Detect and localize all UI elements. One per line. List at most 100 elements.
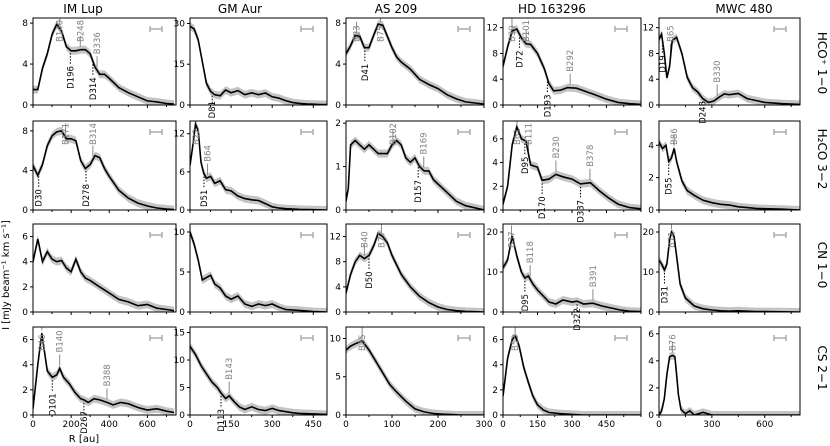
y-tick-label: 4 <box>492 75 498 85</box>
x-tick-label: 200 <box>429 420 446 430</box>
uncertainty-band <box>346 136 484 210</box>
annotation-label: D95 <box>521 157 531 174</box>
panel-frame <box>32 326 177 416</box>
uncertainty-band <box>190 22 327 105</box>
annotation-label: D248 <box>699 101 709 124</box>
annotation-label: D170 <box>538 196 548 219</box>
y-tick-label: 0 <box>492 308 498 318</box>
uncertainty-band <box>33 20 175 105</box>
panel: B40 D50 B77 0 4 8 12 <box>330 223 485 318</box>
uncertainty-band <box>346 20 484 105</box>
annotation-label: B378 <box>586 145 596 167</box>
y-tick-label: 2 <box>492 386 498 396</box>
x-tick-label: 300 <box>264 420 281 430</box>
plot-area <box>659 224 800 312</box>
y-tick-label: 15 <box>174 329 185 339</box>
y-tick-label: 0 <box>22 308 28 318</box>
annotation-label: B46 <box>38 334 48 351</box>
annotation-label: B143 <box>225 358 235 380</box>
annotation-label: B230 <box>552 136 562 158</box>
y-tick-label: 8 <box>335 258 341 268</box>
y-tick-label: 5 <box>179 384 185 394</box>
plot-area <box>190 228 327 312</box>
panel: 0 5 10 <box>174 223 328 318</box>
uncertainty-band <box>346 336 484 415</box>
y-tick-label: 20 <box>643 228 655 238</box>
annotation-label: B75 <box>377 25 387 42</box>
panel: D31 B71 0 10 20 <box>643 223 801 318</box>
annotation-label: B102 <box>389 123 399 145</box>
y-tick-label: 4 <box>22 361 28 371</box>
profile-line <box>659 229 800 312</box>
profile-line <box>33 130 175 210</box>
column-title: AS 209 <box>375 2 418 16</box>
uncertainty-band <box>503 25 641 105</box>
annotation-label: B169 <box>420 132 430 154</box>
y-tick-label: 0 <box>648 101 654 111</box>
y-tick-label: 12 <box>330 233 341 243</box>
annotation-label: B23 <box>353 25 363 42</box>
x-tick-label: 150 <box>223 420 240 430</box>
plot-area <box>33 235 175 312</box>
y-tick-label: 0 <box>179 206 185 216</box>
panel-frame <box>345 17 485 106</box>
uncertainty-band <box>190 121 327 210</box>
uncertainty-band <box>659 351 800 415</box>
plot-area <box>346 224 484 312</box>
annotation-label: D72 <box>516 50 526 67</box>
panel-frame <box>32 17 177 106</box>
annotation-label: D31 <box>661 286 671 303</box>
panel: B46 D101 B140 D267 B388 0 2 4 6 0 200 400 600 <box>22 326 177 434</box>
annotation-label: D196 <box>66 66 76 89</box>
plot-area <box>659 341 800 415</box>
y-tick-label: 0 <box>179 411 185 421</box>
profile-line <box>190 345 327 415</box>
annotation-label: B111 <box>525 123 535 145</box>
y-tick-label: 2 <box>22 386 28 396</box>
uncertainty-band <box>659 138 800 210</box>
y-tick-label: 0 <box>335 411 341 421</box>
y-tick-label: 0 <box>335 308 341 318</box>
annotation-label: D267 <box>80 411 90 434</box>
annotation-label: B61 <box>513 128 523 145</box>
y-tick-label: 5 <box>335 373 341 383</box>
uncertainty-band <box>503 331 641 415</box>
row-label: CS 2−1 <box>815 345 829 390</box>
y-tick-label: 0 <box>22 411 28 421</box>
x-tick-label: 450 <box>598 420 615 430</box>
y-tick-label: 4 <box>492 159 498 169</box>
panel-frame <box>658 120 801 211</box>
x-tick-label: 0 <box>656 420 662 430</box>
x-tick-label: 0 <box>500 420 506 430</box>
profile-line <box>503 27 641 105</box>
y-tick-label: 6 <box>492 336 498 346</box>
panel: B53 0 2 4 6 0 150 300 450 <box>492 326 642 430</box>
annotation-label: B314 <box>89 123 99 145</box>
annotation-label: D81 <box>208 101 218 118</box>
annotation-label: B65 <box>667 25 677 42</box>
annotation-label: D314 <box>89 77 99 100</box>
y-tick-label: 0 <box>492 411 498 421</box>
plot-area <box>190 121 327 210</box>
y-tick-label: 2 <box>648 384 654 394</box>
panel: D30 B171 D278 B314 0 4 8 <box>22 120 177 216</box>
annotation-label: B76 <box>668 334 678 351</box>
y-tick-label: 12 <box>487 24 498 34</box>
annotation-label: B86 <box>670 128 680 145</box>
column-title: HD 163296 <box>518 2 586 16</box>
column-title: GM Aur <box>218 2 262 16</box>
annotation-label: D322 <box>573 308 583 331</box>
y-tick-label: 0 <box>648 308 654 318</box>
annotation-label: B71 <box>668 231 678 248</box>
annotation-label: B330 <box>713 61 723 83</box>
y-tick-label: 10 <box>487 268 499 278</box>
y-tick-label: 2 <box>648 174 654 184</box>
panel: B102 D157 B169 0 1 2 <box>335 119 485 216</box>
panel: B76 0 2 4 6 0 300 600 <box>648 326 801 430</box>
panel: D81 0 15 30 <box>174 17 328 118</box>
y-tick-label: 8 <box>22 19 28 29</box>
plot-area <box>659 30 800 105</box>
annotation-label: B53 <box>511 334 521 351</box>
